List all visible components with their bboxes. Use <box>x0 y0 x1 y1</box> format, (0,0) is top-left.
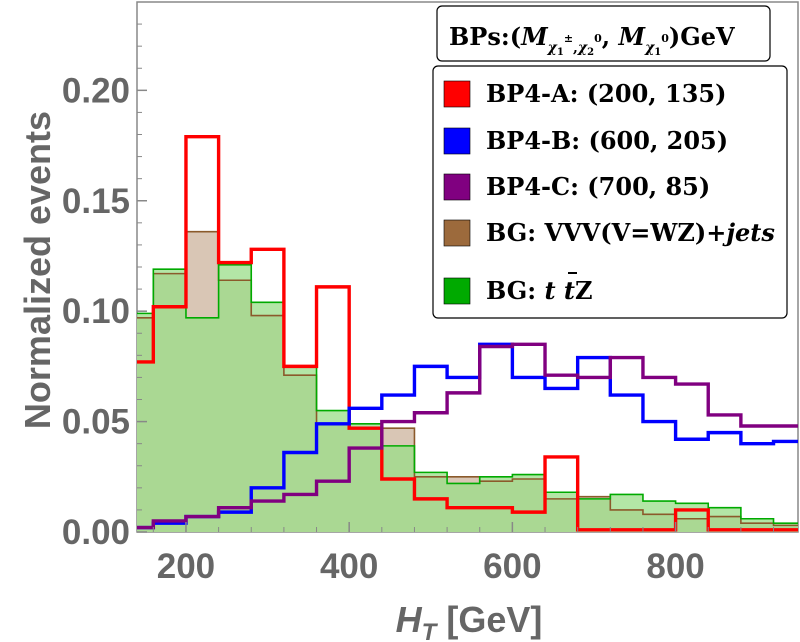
y-tick-label-2: 0.10 <box>62 292 130 331</box>
y-axis-title: Normalized events <box>17 111 58 429</box>
axes: 200 400 600 800 0.00 0.05 0.10 0.15 0.20 <box>62 23 775 586</box>
x-axis-title-main: H <box>396 599 423 640</box>
y-tick-label-4: 0.20 <box>62 71 130 110</box>
y-tick-label-3: 0.15 <box>62 182 130 221</box>
y-tick-label-1: 0.05 <box>62 403 130 442</box>
legend: BP4-A: (200, 135) BP4-B: (600, 205) BP4-… <box>432 65 788 319</box>
legend-box <box>432 65 788 319</box>
legend-header: BPs:(Mχ1±,χ20, Mχ10)GeV <box>436 5 771 62</box>
legend-label-vvv: BG: VVV(V=WZ)+jets <box>486 218 775 247</box>
outline-bp4-b-600-205 <box>137 342 798 530</box>
legend-header-text: BPs:(Mχ1±,χ20, Mχ10)GeV <box>449 22 735 58</box>
fill-bg-ttz <box>137 264 798 532</box>
y-tick-label-0: 0.00 <box>62 513 130 552</box>
legend-swatch-bp4-a <box>443 80 471 108</box>
legend-label-ttz: BG: t tZ <box>486 276 593 305</box>
series-bp4-b-600-205 <box>137 342 798 530</box>
legend-label-bp4-c: BP4-C: (700, 85) <box>486 172 710 201</box>
x-axis-title-sub: T <box>422 619 439 642</box>
outline-bp4-c-700-85 <box>137 342 798 530</box>
outline-bg-ttz <box>137 263 798 524</box>
x-tick-label-600: 600 <box>483 547 541 586</box>
x-tick-label-200: 200 <box>157 547 215 586</box>
legend-swatch-vvv <box>443 219 471 247</box>
legend-swatch-bp4-c <box>443 173 471 201</box>
x-tick-label-400: 400 <box>320 547 378 586</box>
legend-swatch-bp4-b <box>443 127 471 155</box>
x-axis-title: HT [GeV] <box>396 599 543 642</box>
series-bg-ttz <box>137 263 798 524</box>
x-axis-title-unit: [GeV] <box>446 599 542 640</box>
background-series <box>137 230 798 532</box>
series-bp4-c-700-85 <box>137 342 798 530</box>
legend-swatch-ttz <box>443 277 471 305</box>
legend-label-bp4-a: BP4-A: (200, 135) <box>486 79 726 108</box>
legend-label-bp4-b: BP4-B: (600, 205) <box>486 126 728 155</box>
legend-header-box <box>436 5 771 62</box>
x-tick-label-800: 800 <box>646 547 704 586</box>
